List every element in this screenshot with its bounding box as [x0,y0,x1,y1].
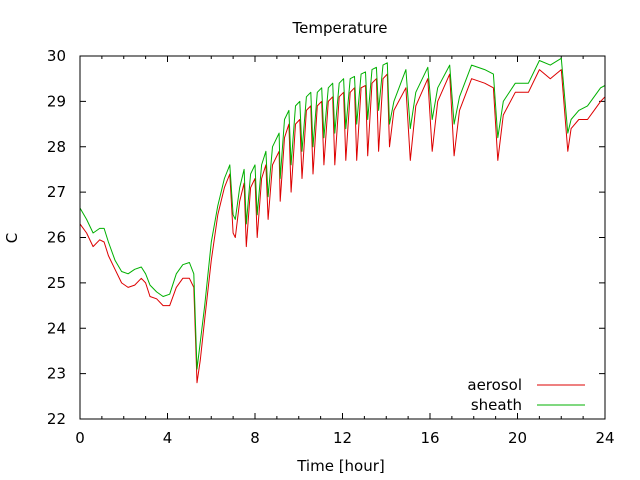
series-line-sheath [79,57,606,370]
y-tick-label: 30 [47,47,66,65]
y-tick-label: 24 [47,319,66,337]
y-tick-label: 22 [47,410,66,428]
y-tick-label: 28 [47,138,66,156]
axis-ticks: 0 4 8 12 16 20 24 22 23 24 25 26 27 28 29 30 [47,47,615,447]
y-tick-label: 26 [47,229,66,247]
x-tick-label: 16 [420,429,439,447]
y-tick-label: 25 [47,274,66,292]
x-tick-label: 4 [163,429,173,447]
legend-label-aerosol: aerosol [467,376,522,394]
y-tick-label: 23 [47,365,66,383]
plot-frame [79,55,606,420]
series-line-aerosol [79,69,606,384]
y-tick-label: 29 [47,92,66,110]
legend-label-sheath: sheath [471,396,522,414]
x-tick-label: 12 [333,429,352,447]
x-tick-label: 24 [595,429,614,447]
legend: aerosol sheath [467,376,585,414]
plot-lines [79,57,606,384]
x-tick-label: 8 [250,429,260,447]
y-tick-label: 27 [47,183,66,201]
x-tick-label: 20 [508,429,527,447]
x-axis-label: Time [hour] [296,457,385,475]
x-tick-label: 0 [75,429,85,447]
y-axis-label: C [3,233,21,243]
chart-title: Temperature [291,19,387,37]
